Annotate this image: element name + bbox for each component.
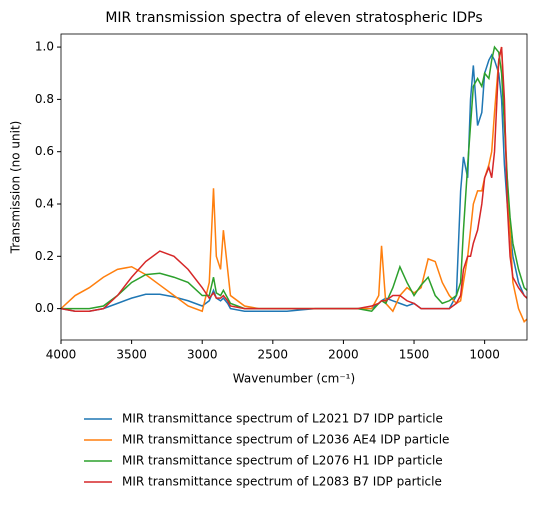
x-axis-label: Wavenumber (cm⁻¹) [233, 372, 355, 386]
y-tick-label: 0.6 [35, 144, 54, 158]
x-tick-label: 3500 [116, 348, 147, 362]
x-tick-label: 1000 [469, 348, 500, 362]
y-tick-label: 0.0 [35, 301, 54, 315]
y-tick-label: 0.4 [35, 197, 54, 211]
y-tick-label: 0.2 [35, 249, 54, 263]
legend-label: MIR transmittance spectrum of L2076 H1 I… [122, 454, 443, 468]
legend-label: MIR transmittance spectrum of L2083 B7 I… [122, 475, 442, 489]
y-axis-label: Transmission (no unit) [9, 121, 23, 255]
y-tick-label: 0.8 [35, 92, 54, 106]
y-tick-label: 1.0 [35, 40, 54, 54]
plot-frame [60, 33, 528, 341]
x-tick-label: 1500 [399, 348, 430, 362]
series-line [61, 46, 527, 312]
series-line [61, 45, 527, 313]
legend-label: MIR transmittance spectrum of L2021 D7 I… [122, 412, 443, 426]
chart-title: MIR transmission spectra of eleven strat… [105, 10, 482, 26]
x-tick-label: 2000 [328, 348, 359, 362]
legend-label: MIR transmittance spectrum of L2036 AE4 … [122, 433, 449, 447]
x-tick-label: 4000 [46, 348, 77, 362]
x-tick-label: 2500 [258, 348, 289, 362]
series-line [61, 53, 527, 312]
x-tick-label: 3000 [187, 348, 218, 362]
